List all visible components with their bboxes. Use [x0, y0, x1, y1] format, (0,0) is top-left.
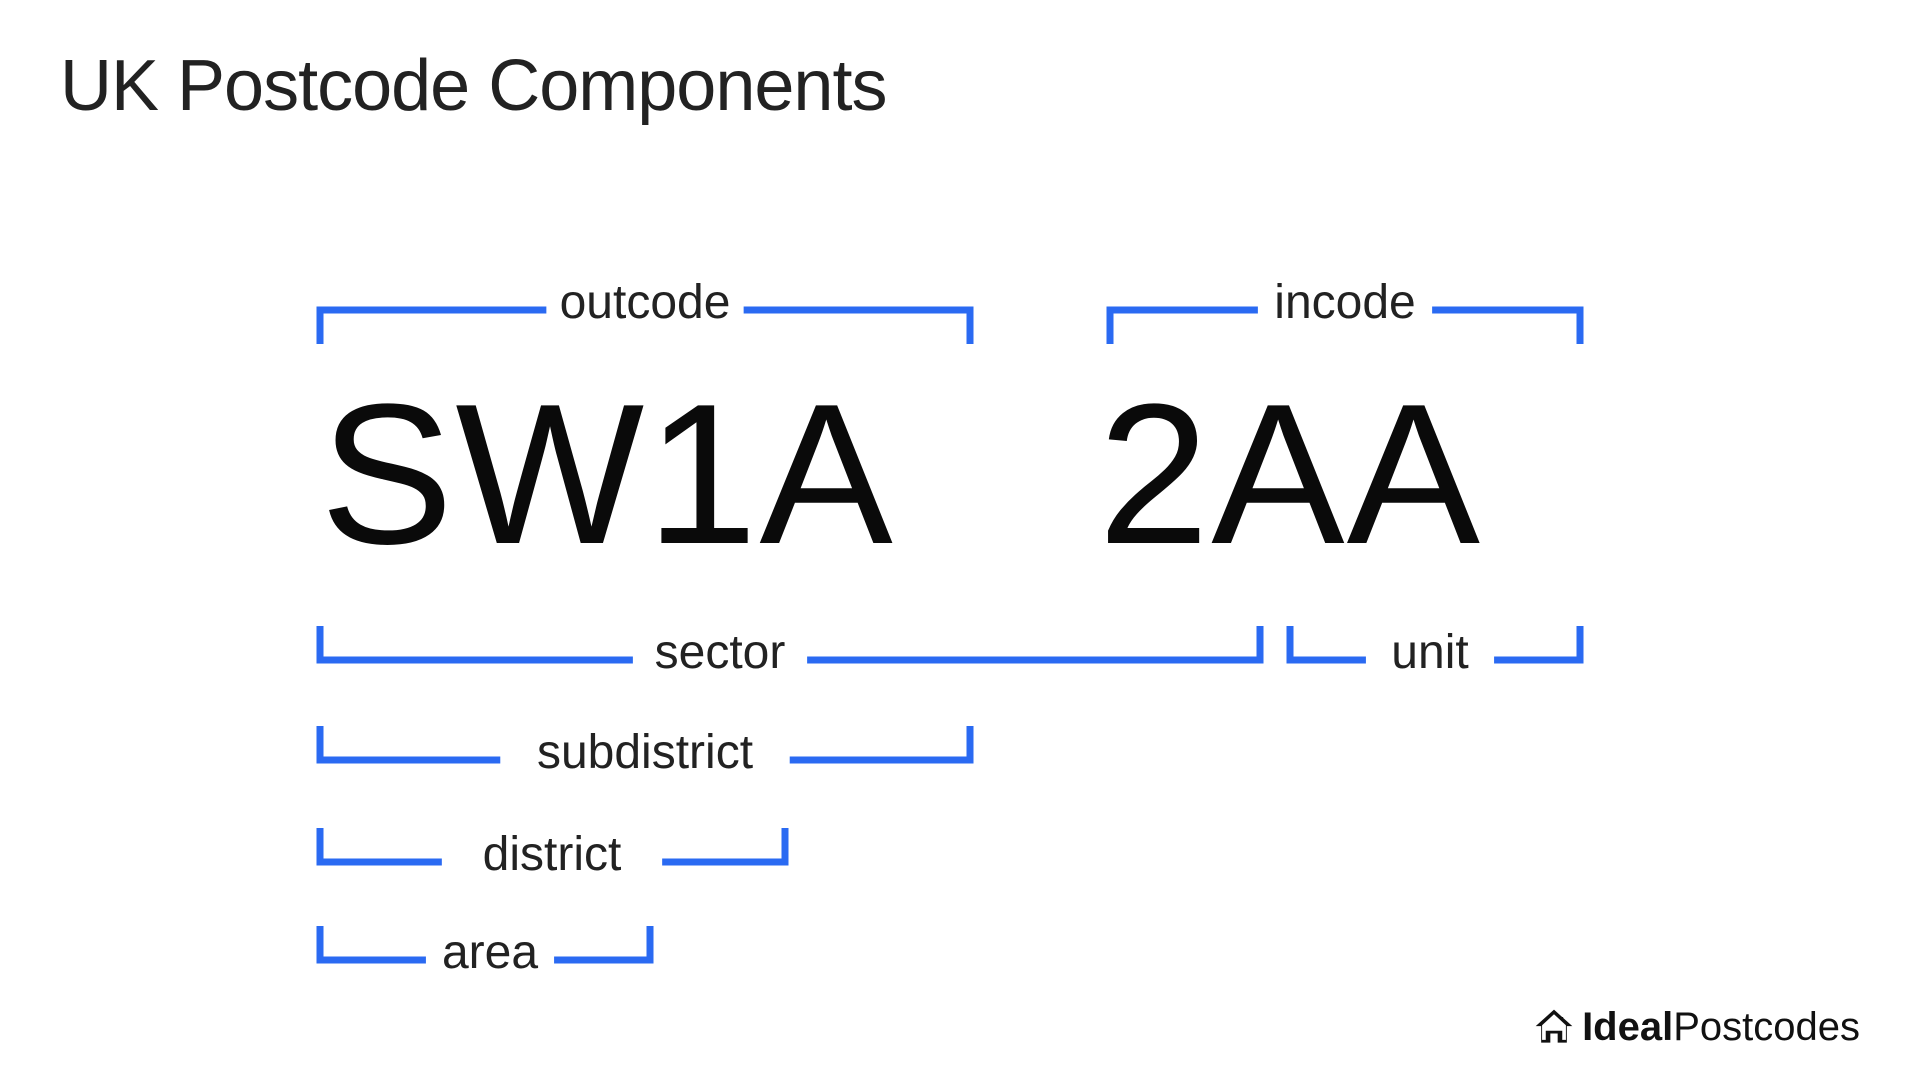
- label-district: district: [483, 827, 622, 882]
- logo: IdealPostcodes: [1532, 1005, 1860, 1050]
- label-area: area: [442, 925, 538, 980]
- bracket-diagram: [0, 0, 1920, 1080]
- house-icon: [1532, 1006, 1576, 1050]
- label-outcode: outcode: [560, 275, 731, 330]
- logo-light-text: Postcodes: [1673, 1005, 1860, 1049]
- label-sector: sector: [655, 625, 786, 680]
- label-incode: incode: [1274, 275, 1415, 330]
- label-subdistrict: subdistrict: [537, 725, 753, 780]
- logo-bold-text: Ideal: [1582, 1005, 1673, 1049]
- label-unit: unit: [1391, 625, 1468, 680]
